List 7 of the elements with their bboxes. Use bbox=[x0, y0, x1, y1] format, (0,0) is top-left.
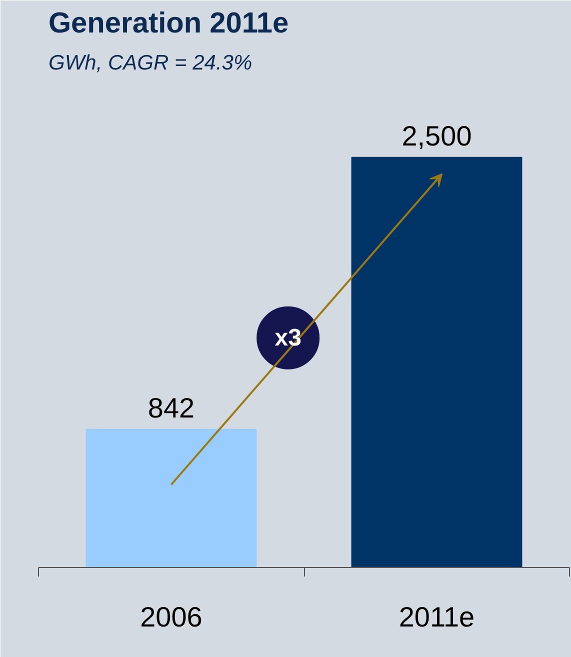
chart-subtitle: GWh, CAGR = 24.3% bbox=[48, 52, 252, 74]
data-label: 842 bbox=[148, 392, 195, 424]
data-label: 2,500 bbox=[402, 120, 472, 152]
chart-title: Generation 2011e bbox=[48, 8, 289, 40]
annotation: x3 bbox=[274, 324, 302, 352]
x-tick-label: 2006 bbox=[140, 602, 202, 632]
x-tick-label: 2011e bbox=[398, 602, 475, 632]
